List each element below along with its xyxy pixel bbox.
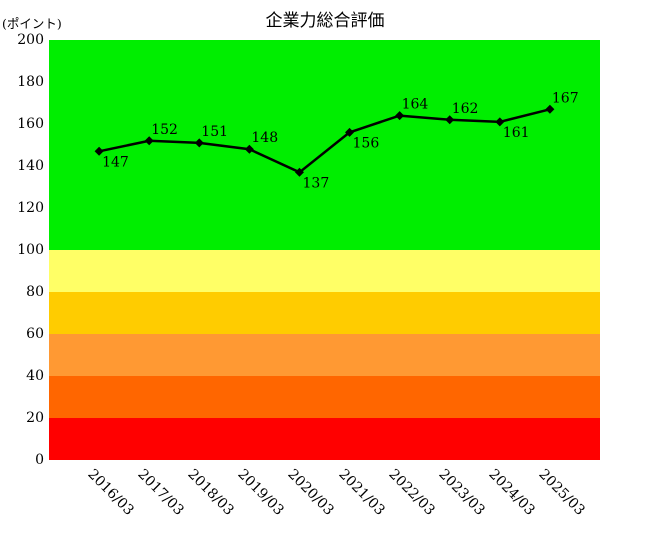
data-point-marker: [244, 144, 254, 154]
data-point-marker: [495, 117, 505, 127]
data-point-value-label: 167: [552, 90, 579, 106]
data-point-marker: [545, 104, 555, 114]
rating-band: [49, 250, 600, 292]
y-axis-tick-label: 40: [26, 368, 44, 384]
x-axis-tick-label: 2018/03: [184, 466, 238, 519]
x-axis-tick-label: 2019/03: [234, 466, 288, 519]
y-axis-tick-label: 180: [17, 74, 44, 90]
x-axis-tick-label: 2025/03: [535, 466, 588, 519]
x-axis-tick-label: 2017/03: [134, 466, 188, 519]
chart-title: 企業力総合評価: [265, 11, 385, 31]
y-axis-tick-label: 120: [17, 200, 44, 216]
y-axis-tick-label: 160: [17, 116, 44, 132]
y-axis-tick-label: 140: [17, 158, 44, 174]
y-axis-tick-label: 100: [17, 242, 44, 258]
y-axis-tick-label: 80: [26, 284, 44, 300]
rating-band: [49, 292, 600, 334]
data-point-value-label: 162: [452, 101, 479, 117]
x-axis-tick-label: 2022/03: [385, 466, 438, 519]
x-axis-tick-label: 2024/03: [485, 466, 538, 519]
data-point-marker: [395, 111, 405, 121]
data-point-value-label: 156: [353, 135, 380, 151]
x-axis-tick-label: 2016/03: [84, 466, 137, 519]
data-point-value-label: 147: [102, 154, 129, 170]
data-point-value-label: 137: [303, 175, 330, 191]
rating-band: [49, 40, 600, 250]
data-point-marker: [94, 146, 104, 156]
x-axis-tick-label: 2020/03: [284, 466, 338, 519]
y-axis-tick-label: 20: [26, 410, 44, 426]
line-series-layer: 147 152 151 148 137 156 164 162 161 167: [94, 90, 579, 191]
data-point-value-label: 152: [151, 122, 178, 138]
data-point-value-label: 151: [201, 124, 228, 140]
y-axis-tick-label: 60: [26, 326, 44, 342]
x-axis-tick-label: 2023/03: [435, 466, 488, 519]
series-line: [98, 108, 551, 174]
y-axis-unit-label: (ポイント): [2, 16, 62, 31]
plot-area: 147 152 151 148 137 156 164 162 161 167: [49, 40, 600, 460]
y-axis-tick-label: 200: [17, 32, 44, 48]
rating-band: [49, 376, 600, 418]
rating-band: [49, 334, 600, 376]
data-point-value-label: 148: [251, 130, 278, 146]
data-point-marker: [144, 136, 154, 146]
data-point-value-label: 161: [503, 125, 530, 141]
y-axis-tick-label: 0: [35, 452, 44, 468]
data-point-marker: [294, 167, 304, 177]
data-point-value-label: 164: [402, 97, 429, 113]
data-point-marker: [445, 115, 455, 125]
rating-band: [49, 418, 600, 460]
x-axis-tick-label: 2021/03: [334, 466, 388, 519]
data-point-marker: [194, 138, 204, 148]
